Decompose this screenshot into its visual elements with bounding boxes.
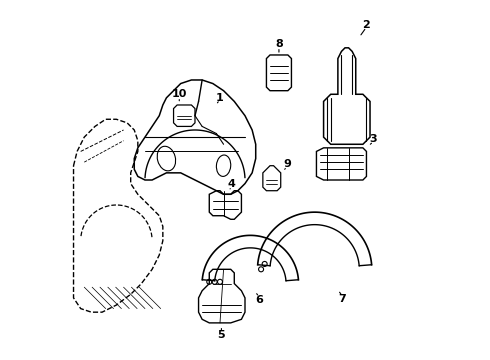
Text: 1: 1: [216, 93, 224, 103]
Text: 3: 3: [370, 134, 377, 144]
Text: 2: 2: [363, 19, 370, 30]
Text: 8: 8: [275, 39, 283, 49]
Text: 10: 10: [172, 89, 187, 99]
Text: 6: 6: [255, 295, 263, 305]
Text: 7: 7: [339, 294, 346, 303]
Text: 4: 4: [227, 179, 235, 189]
Text: 5: 5: [218, 330, 225, 341]
Text: 9: 9: [283, 159, 291, 169]
